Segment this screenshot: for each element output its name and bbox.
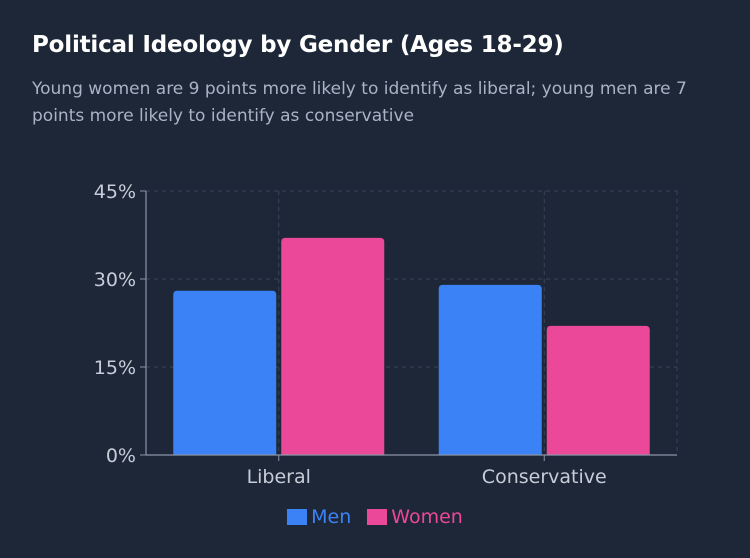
bar-men-liberal	[173, 290, 277, 455]
bar-women-conservative	[546, 325, 650, 455]
legend-label: Women	[391, 506, 463, 528]
y-tick-label: 30%	[94, 269, 136, 291]
y-tick-label: 45%	[94, 181, 136, 203]
y-tick-label: 15%	[94, 357, 136, 379]
legend-swatch	[287, 509, 308, 525]
legend-item-men[interactable]: Men	[287, 506, 351, 528]
x-tick-label: Liberal	[247, 466, 311, 488]
bar-chart: 0% 15% 30% 45% Liberal Conservative	[94, 181, 678, 488]
legend-item-women[interactable]: Women	[367, 506, 463, 528]
legend-label: Men	[311, 506, 352, 528]
y-tick-label: 0%	[106, 445, 136, 467]
bar-women-liberal	[281, 237, 385, 455]
legend: Men Women	[0, 506, 750, 528]
chart-title: Political Ideology by Gender (Ages 18-29…	[32, 32, 564, 58]
bar-men-conservative	[438, 284, 542, 455]
x-tick-label: Conservative	[482, 466, 607, 488]
chart-subtitle: Young women are 9 points more likely to …	[32, 79, 687, 126]
legend-swatch	[367, 509, 388, 525]
